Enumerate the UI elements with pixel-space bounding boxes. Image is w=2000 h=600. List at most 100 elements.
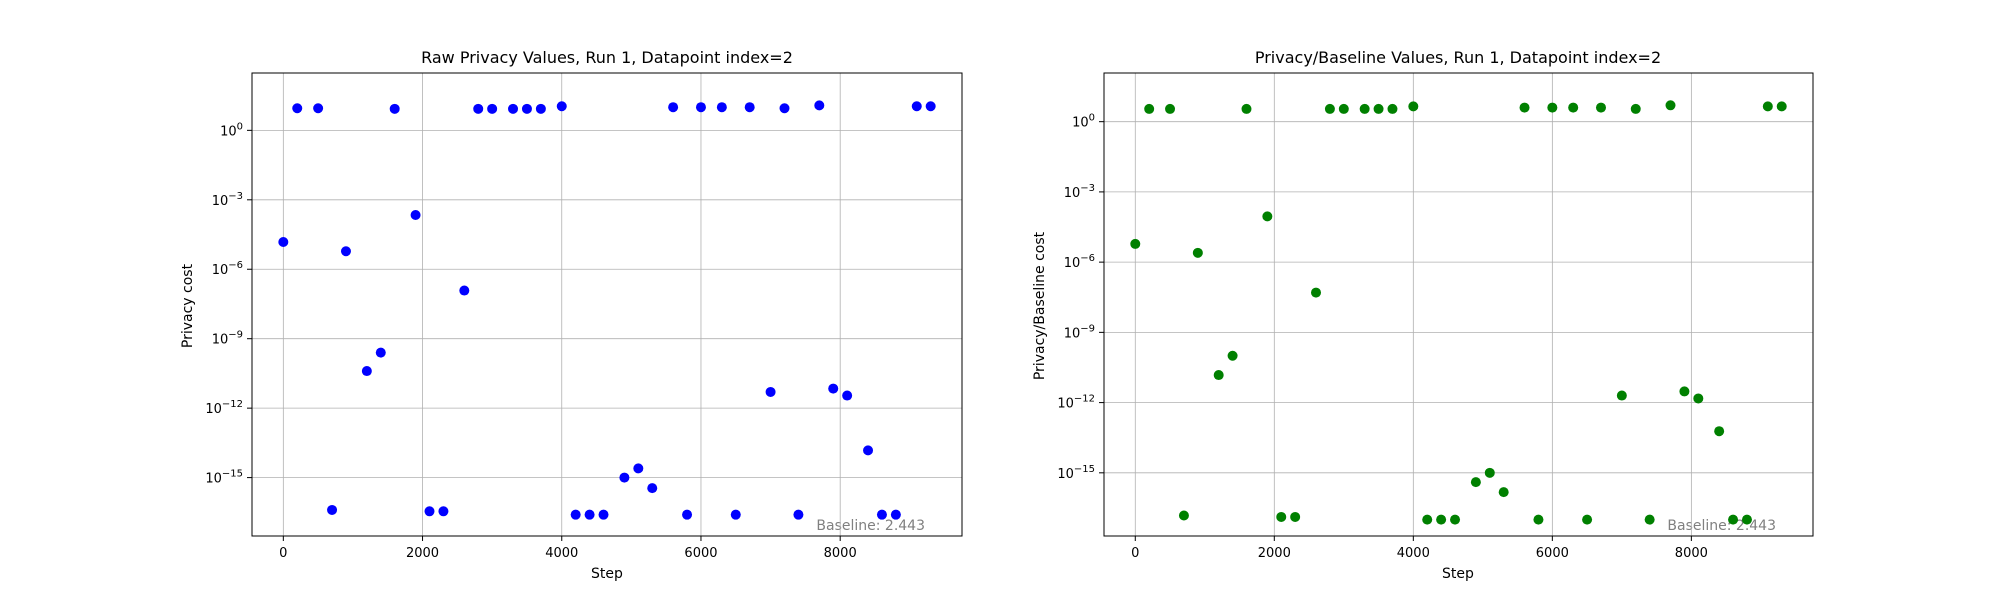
- data-point: [459, 285, 470, 296]
- chart-title: Privacy/Baseline Values, Run 1, Datapoin…: [1255, 48, 1661, 67]
- y-tick-label: 100: [220, 121, 243, 139]
- plot-frame: [1103, 72, 1814, 537]
- raw-privacy-chart: Raw Privacy Values, Run 1, Datapoint ind…: [180, 48, 963, 582]
- x-tick-label: 6000: [1536, 546, 1569, 561]
- data-point: [1547, 102, 1558, 113]
- data-point: [793, 509, 804, 520]
- y-tick-label: 10−6: [212, 260, 243, 278]
- data-point: [1192, 247, 1203, 258]
- chart-title: Raw Privacy Values, Run 1, Datapoint ind…: [421, 48, 793, 67]
- data-point: [598, 509, 609, 520]
- data-point: [487, 103, 498, 114]
- x-tick-label: 4000: [1397, 546, 1430, 561]
- data-point: [375, 347, 386, 358]
- data-point: [1595, 102, 1606, 113]
- data-point: [1290, 511, 1301, 522]
- y-tick-label: 10−6: [1064, 253, 1095, 271]
- data-point: [1630, 103, 1641, 114]
- y-axis-label: Privacy/Baseline cost: [1032, 231, 1048, 380]
- data-point: [765, 386, 776, 397]
- y-tick-label: 10−3: [1064, 183, 1095, 201]
- data-point: [911, 101, 922, 112]
- data-point: [1338, 103, 1349, 114]
- data-point: [744, 102, 755, 113]
- data-point: [1359, 103, 1370, 114]
- data-point: [682, 509, 693, 520]
- data-points: [1130, 100, 1787, 525]
- data-points: [278, 100, 936, 520]
- data-point: [1422, 514, 1433, 525]
- data-point: [1436, 514, 1447, 525]
- data-point: [1144, 103, 1155, 114]
- grid: [252, 73, 962, 536]
- data-point: [1533, 514, 1544, 525]
- x-tick-label: 8000: [1675, 546, 1708, 561]
- data-point: [1776, 101, 1787, 112]
- y-tick-label: 10−15: [1057, 464, 1095, 482]
- y-tick-label: 100: [1072, 113, 1095, 131]
- data-point: [842, 390, 853, 401]
- baseline-annotation: Baseline: 2.443: [1667, 518, 1776, 534]
- x-tick-label: 4000: [545, 546, 578, 561]
- x-tick-label: 6000: [684, 546, 717, 561]
- y-tick-label: 10−9: [212, 330, 243, 348]
- data-point: [1714, 426, 1725, 437]
- data-point: [668, 102, 679, 113]
- y-tick-label: 10−3: [212, 191, 243, 209]
- y-tick-label: 10−9: [1064, 323, 1095, 341]
- baseline-annotation: Baseline: 2.443: [816, 518, 925, 534]
- data-point: [1762, 101, 1773, 112]
- data-point: [1241, 103, 1252, 114]
- x-tick-label: 0: [279, 546, 287, 561]
- data-point: [1568, 102, 1579, 113]
- axes: 0 2000 4000 6000 8000 100 10−3 10−6 10−9 10−12 10−…: [1057, 72, 1814, 561]
- data-point: [828, 383, 839, 394]
- data-point: [1373, 103, 1384, 114]
- data-point: [730, 509, 741, 520]
- x-axis-label: Step: [591, 566, 623, 582]
- x-tick-label: 2000: [1258, 546, 1291, 561]
- data-point: [1616, 390, 1627, 401]
- data-point: [1498, 487, 1509, 498]
- y-tick-label: 10−12: [205, 399, 243, 417]
- x-tick-label: 2000: [406, 546, 439, 561]
- data-point: [863, 445, 874, 456]
- data-point: [876, 509, 887, 520]
- data-point: [633, 463, 644, 474]
- data-point: [1484, 467, 1495, 478]
- data-point: [508, 103, 519, 114]
- data-point: [1693, 393, 1704, 404]
- privacy-baseline-chart: Privacy/Baseline Values, Run 1, Datapoin…: [1032, 48, 1814, 582]
- plot-frame: [251, 72, 963, 537]
- data-point: [389, 103, 400, 114]
- data-point: [647, 483, 658, 494]
- data-point: [1519, 102, 1530, 113]
- data-point: [1262, 211, 1273, 222]
- data-point: [1470, 477, 1481, 488]
- x-tick-label: 8000: [824, 546, 857, 561]
- data-point: [327, 504, 338, 515]
- data-point: [695, 102, 706, 113]
- data-point: [1408, 101, 1419, 112]
- data-point: [438, 506, 449, 517]
- data-point: [1741, 514, 1752, 525]
- data-point: [1665, 100, 1676, 111]
- data-point: [521, 103, 532, 114]
- data-point: [1311, 287, 1322, 298]
- data-point: [292, 103, 303, 114]
- data-point: [1324, 103, 1335, 114]
- data-point: [925, 101, 936, 112]
- data-point: [361, 366, 372, 377]
- data-point: [1178, 510, 1189, 521]
- data-point: [535, 103, 546, 114]
- data-point: [779, 103, 790, 114]
- y-axis-label: Privacy cost: [180, 263, 196, 348]
- data-point: [1276, 511, 1287, 522]
- data-point: [814, 100, 825, 111]
- data-point: [619, 472, 630, 483]
- data-point: [340, 246, 351, 257]
- data-point: [1450, 514, 1461, 525]
- data-point: [556, 101, 567, 112]
- data-point: [584, 509, 595, 520]
